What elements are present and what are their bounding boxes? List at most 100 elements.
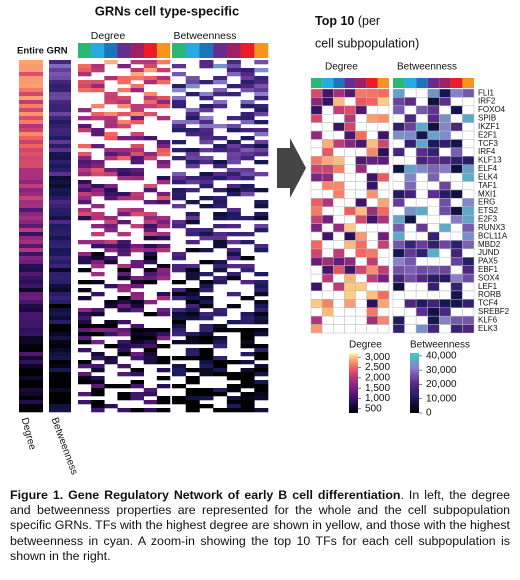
cell (19, 116, 43, 121)
cell (78, 376, 92, 381)
cell (333, 147, 345, 157)
cell (450, 130, 463, 140)
cell (254, 328, 269, 333)
cell (462, 113, 475, 123)
cell (156, 244, 171, 249)
cell (172, 280, 187, 285)
cell (199, 184, 214, 189)
top10-betweenness-label: Betweenness (397, 62, 457, 73)
tf-label: ELK3 (478, 324, 498, 333)
cell (392, 189, 405, 199)
cell (427, 299, 440, 309)
cell (19, 400, 43, 405)
cell (450, 105, 463, 115)
header-color (439, 78, 451, 88)
tf-label: MXI1 (478, 189, 497, 198)
cell (156, 236, 171, 241)
cell (78, 328, 92, 333)
cell (213, 368, 228, 373)
cell (49, 332, 71, 337)
cell (19, 316, 43, 321)
cell (377, 240, 390, 250)
cell (172, 124, 187, 129)
top10-title-line2: cell subpopulation) (315, 36, 419, 50)
cell (355, 231, 367, 241)
cell (213, 88, 228, 93)
cell (240, 188, 255, 193)
cell (143, 248, 158, 253)
cell (450, 257, 463, 266)
cell (226, 328, 241, 333)
cell (185, 156, 200, 161)
cell (355, 299, 367, 309)
cell (130, 244, 145, 249)
cell (404, 156, 417, 165)
cell (199, 136, 214, 141)
cell (91, 244, 105, 249)
cell (226, 60, 241, 65)
cell (213, 204, 228, 209)
cell (254, 380, 269, 385)
cell (226, 208, 241, 213)
cell (213, 172, 228, 177)
cell (172, 384, 187, 389)
cell (226, 376, 241, 381)
cell (49, 228, 71, 233)
cell (104, 304, 118, 309)
cell (49, 208, 71, 213)
cell (199, 236, 214, 241)
cell (49, 232, 71, 237)
cell (439, 105, 452, 115)
cell (404, 315, 417, 325)
cell (355, 189, 367, 199)
cell (143, 112, 158, 117)
cell (78, 68, 92, 73)
cell (143, 96, 158, 101)
tf-label: ELF4 (478, 164, 498, 173)
cell (143, 352, 158, 357)
cell (78, 164, 92, 169)
cell (143, 300, 158, 305)
cell (240, 400, 255, 405)
cell (392, 223, 405, 233)
cell (172, 180, 187, 185)
cell (91, 264, 105, 269)
cell (213, 324, 228, 329)
cell (49, 364, 71, 369)
cell (19, 384, 43, 389)
cell (344, 156, 356, 165)
cell (213, 260, 228, 265)
cell (427, 206, 440, 216)
cell (321, 282, 334, 292)
cell (185, 356, 200, 361)
cell (156, 264, 171, 269)
cell (185, 152, 200, 157)
cell (254, 132, 269, 137)
cell (439, 324, 452, 334)
cell (226, 256, 241, 261)
cell (130, 156, 145, 161)
cell (240, 352, 255, 357)
cell (117, 148, 131, 153)
cell (78, 200, 92, 205)
cell (49, 184, 71, 189)
cell (49, 340, 71, 345)
cell (213, 264, 228, 269)
cell (310, 113, 323, 123)
cell (130, 112, 145, 117)
cell (226, 292, 241, 297)
cell (130, 136, 145, 141)
cell (143, 336, 158, 341)
cell (78, 364, 92, 369)
cell (415, 214, 428, 224)
cell (91, 400, 105, 405)
cell (310, 315, 323, 325)
cell (172, 364, 187, 369)
cell (450, 198, 463, 208)
cell (321, 156, 334, 165)
cell (19, 280, 43, 285)
cell (333, 315, 345, 325)
cell (49, 384, 71, 389)
cell (104, 188, 118, 193)
cell (19, 152, 43, 157)
